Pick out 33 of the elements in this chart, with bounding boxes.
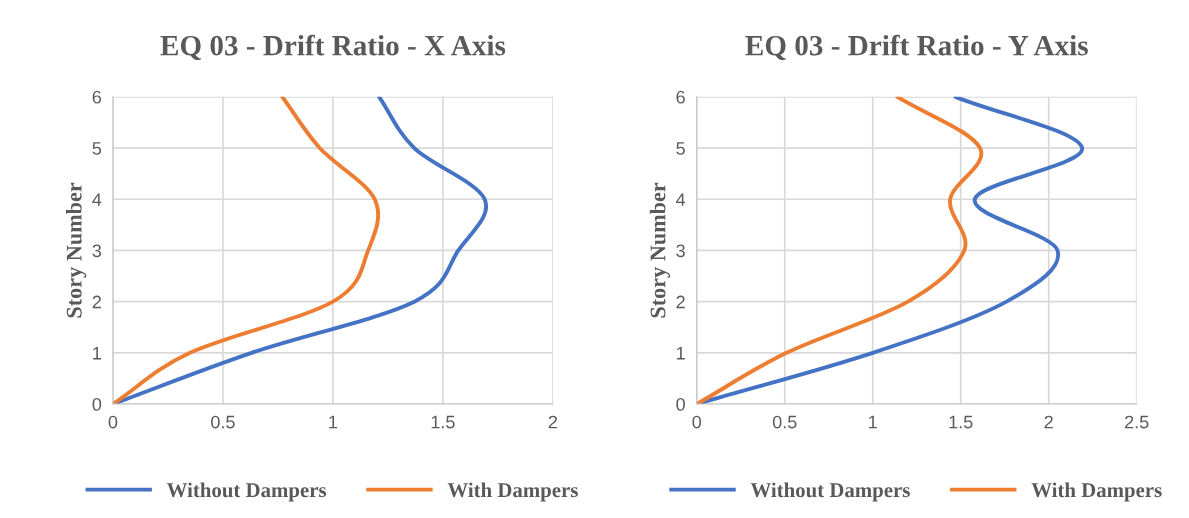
y-axis-title: Story Number — [66, 182, 87, 318]
x-tick-label: 0 — [692, 415, 702, 429]
legend-label: Without Dampers — [750, 482, 910, 502]
y-tick-label: 3 — [676, 244, 685, 258]
y-tick-label: 5 — [92, 142, 102, 155]
x-tick-label: 1.5 — [431, 415, 455, 429]
x-tick-label: 2 — [548, 415, 557, 429]
x-tick-label: 1.5 — [949, 415, 973, 429]
x-tick-label: 0 — [108, 415, 118, 429]
x-tick-label: 0.5 — [772, 415, 797, 429]
x-tick-label: 2 — [1044, 415, 1053, 429]
y-tick-label: 0 — [92, 397, 102, 411]
x-tick-label: 1 — [329, 415, 338, 429]
y-tick-label: 2 — [676, 295, 685, 309]
y-tick-label: 4 — [92, 193, 102, 206]
y-tick-label: 2 — [92, 295, 101, 309]
y-tick-label: 3 — [92, 244, 102, 258]
legend-label: With Dampers — [447, 482, 578, 502]
y-axis-title: Story Number — [649, 182, 671, 318]
y-tick-label: 5 — [676, 142, 685, 155]
y-tick-label: 1 — [676, 346, 685, 360]
y-tick-label: 4 — [676, 193, 686, 206]
x-tick-label: 2.5 — [1125, 415, 1149, 429]
legend-label: Without Dampers — [166, 482, 327, 502]
chart-title: EQ 03 - Drift Ratio - Y Axis — [745, 34, 1088, 60]
chart-title: EQ 03 - Drift Ratio - X Axis — [160, 34, 506, 60]
y-tick-label: 6 — [676, 90, 685, 104]
y-tick-label: 1 — [93, 346, 101, 360]
y-tick-label: 0 — [676, 397, 685, 411]
y-tick-label: 6 — [92, 90, 102, 104]
legend-label: With Dampers — [1031, 482, 1162, 502]
x-tick-label: 0.5 — [211, 415, 235, 429]
x-tick-label: 1 — [869, 415, 877, 429]
